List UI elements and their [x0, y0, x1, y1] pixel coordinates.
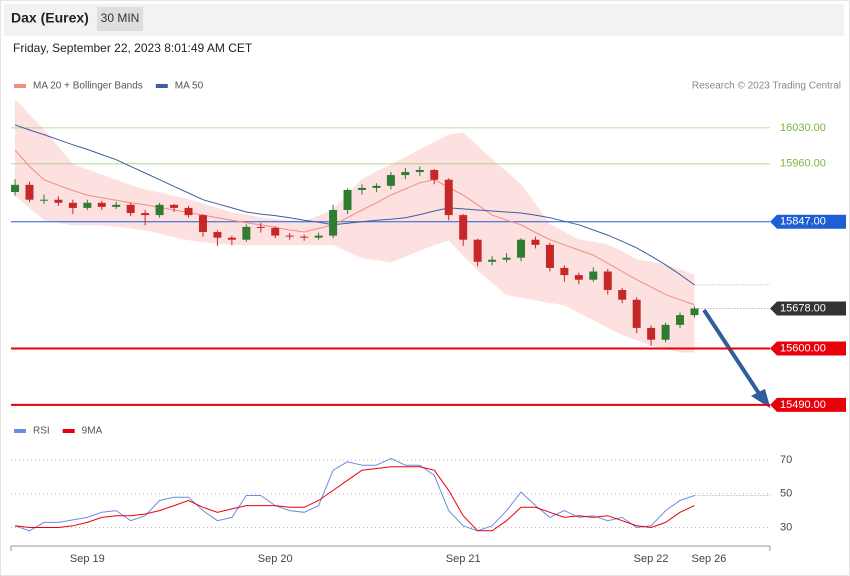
legend-label: RSI	[33, 426, 50, 437]
level-label-box	[770, 301, 846, 316]
candle-body	[444, 179, 453, 216]
x-tick-label: Sep 20	[258, 553, 293, 565]
candle-body	[112, 204, 121, 207]
candle-body	[560, 267, 569, 276]
legend-label: MA 20 + Bollinger Bands	[33, 81, 143, 92]
candle-body	[574, 275, 583, 280]
candle-body	[502, 257, 511, 260]
candle-body	[242, 226, 251, 240]
candle-body	[459, 215, 468, 240]
candle-body	[343, 189, 352, 210]
candle-body	[25, 184, 34, 200]
legend-swatch	[14, 84, 26, 88]
candle-body	[517, 239, 526, 258]
legend-label: 9MA	[82, 426, 103, 437]
candle-body	[357, 187, 366, 190]
candle-body	[545, 244, 554, 268]
level-label-box	[770, 214, 846, 229]
candle-body	[285, 235, 294, 237]
candle-body	[386, 175, 395, 186]
candle-body	[155, 204, 164, 216]
legend-label: MA 50	[175, 81, 204, 92]
candle-body	[603, 271, 612, 290]
x-tick-label: Sep 21	[446, 553, 481, 565]
candle-body	[676, 315, 685, 325]
credit: Research © 2023 Trading Central	[692, 81, 841, 92]
forecast-arrow-head	[750, 388, 771, 409]
candle-body	[227, 237, 236, 240]
candle-body	[473, 239, 482, 262]
bollinger-upper	[14, 99, 695, 276]
candle-body	[184, 207, 193, 216]
candle-body	[141, 213, 150, 216]
level-label: 16030.00	[780, 122, 826, 134]
x-tick-label: Sep 19	[70, 553, 105, 565]
candle-body	[647, 327, 656, 340]
candle-body	[83, 202, 92, 208]
level-label-box	[770, 341, 846, 356]
candle-body	[11, 184, 20, 193]
forecast-arrow	[702, 308, 764, 400]
candle-body	[97, 202, 106, 207]
legend-swatch	[155, 84, 168, 88]
candle-body	[430, 169, 439, 180]
level-label-box	[770, 397, 846, 412]
candle-body	[271, 227, 280, 236]
candle-body	[314, 235, 323, 238]
legend-swatch	[62, 429, 75, 433]
candle-body	[415, 169, 424, 173]
rsi-tick-label: 30	[780, 521, 792, 533]
bollinger-band	[15, 99, 695, 352]
level-label: 15600.00	[780, 342, 826, 354]
candle-body	[68, 202, 77, 208]
plot-layer	[11, 99, 770, 406]
candle-body	[632, 299, 641, 328]
candle-body	[589, 271, 598, 280]
x-tick-label: Sep 22	[634, 553, 669, 565]
rsi-line	[14, 457, 695, 532]
candle-body	[329, 209, 338, 236]
candle-body	[488, 259, 497, 262]
candle-body	[372, 185, 381, 188]
candle-body	[256, 226, 265, 228]
level-label: 15678.00	[780, 302, 826, 314]
moving-average	[14, 149, 695, 306]
bollinger-lower	[14, 194, 695, 353]
candle-body	[690, 308, 699, 316]
rsi-line	[14, 466, 695, 532]
candle-body	[300, 236, 309, 238]
level-label: 15960.00	[780, 158, 826, 170]
candle-body	[198, 215, 207, 233]
candle-body	[54, 199, 63, 203]
candle-body	[39, 199, 48, 201]
x-tick-label: Sep 26	[692, 553, 727, 565]
level-label: 15847.00	[780, 216, 826, 228]
candle-body	[531, 239, 540, 245]
candle-body	[170, 204, 179, 208]
candle-body	[126, 204, 135, 214]
level-label: 15490.00	[780, 399, 826, 411]
candle-body	[401, 172, 410, 176]
candle-body	[661, 324, 670, 340]
timeframe-box	[97, 7, 143, 31]
title: Dax (Eurex)	[11, 10, 89, 26]
candle-body	[213, 232, 222, 238]
timeframe: 30 MIN	[101, 11, 140, 25]
subtitle: Friday, September 22, 2023 8:01:49 AM CE…	[13, 41, 253, 55]
rsi-tick-label: 50	[780, 488, 792, 500]
moving-average	[14, 124, 695, 286]
rsi-tick-label: 70	[780, 454, 792, 466]
candle-body	[618, 289, 627, 300]
legend-swatch	[14, 429, 26, 433]
header-bar	[4, 4, 844, 36]
